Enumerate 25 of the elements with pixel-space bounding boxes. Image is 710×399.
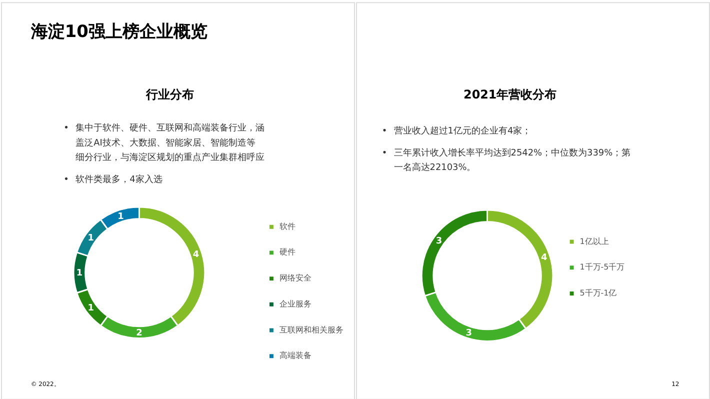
legend-label: 5千万-1亿	[580, 288, 617, 298]
legend-label: 1千万-5千万	[580, 262, 625, 272]
chart-title: 海淀10强上榜企业概览	[30, 20, 208, 41]
legend-label: 企业服务	[279, 299, 312, 308]
chart-subtitle: 2021年营收分布	[464, 88, 557, 102]
legend-label: 互联网和相关服务	[279, 325, 344, 334]
data-label: 1	[88, 304, 94, 314]
legend-label: 网络安全	[279, 274, 312, 283]
legend-label: 硬件	[279, 248, 296, 257]
data-label: 3	[466, 328, 472, 338]
legend-label: 1亿以上	[580, 236, 609, 246]
data-label: 3	[436, 236, 442, 246]
data-label: 4	[540, 253, 548, 264]
legend-label: 软件	[279, 222, 296, 231]
chart-subtitle: 行业分布	[145, 88, 194, 102]
data-label: 4	[192, 250, 200, 260]
data-label: 1	[88, 233, 94, 244]
data-label: 1	[76, 268, 83, 279]
text: • 营业收入超过1亿元的企业有4家；	[382, 125, 532, 136]
data-label: 1	[118, 212, 124, 222]
data-label: 2	[136, 328, 142, 338]
legend-label: 高端装备	[279, 351, 312, 360]
text: • 三年累计收入增长率平均达到2542%；中位数为339%；第一名高达22103%。	[382, 147, 631, 174]
text: • 集中于软件、硬件、互联网和高端装备行业，涵盖泛AI技术、大数据、智能家居、智能制造等细分行业，与海淀区规划的重点产业集群相呼应	[64, 122, 265, 164]
text: • 软件类最多，4家入选	[64, 174, 162, 186]
